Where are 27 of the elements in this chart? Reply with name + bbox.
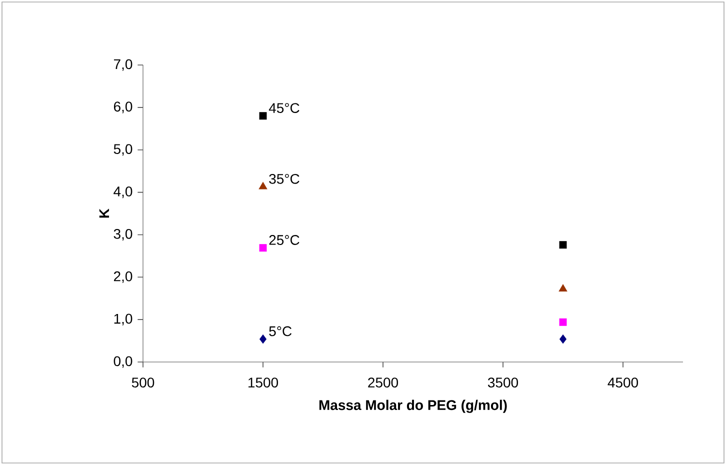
point <box>559 241 567 249</box>
y-tick-label: 4,0 <box>114 186 132 198</box>
y-tick-label: 2,0 <box>114 271 132 283</box>
x-axis-title: Massa Molar do PEG (g/mol) <box>319 400 507 413</box>
point <box>559 318 567 326</box>
series-label: 25°C <box>269 235 300 245</box>
point <box>560 334 566 344</box>
y-tick-label: 0,0 <box>114 356 132 368</box>
point <box>259 244 267 252</box>
point <box>258 182 268 190</box>
y-axis-title: K <box>99 208 110 218</box>
y-tick-label: 1,0 <box>114 314 132 326</box>
x-tick-label: 1500 <box>248 378 278 388</box>
series-label: 35°C <box>269 174 300 184</box>
y-tick-label: 6,0 <box>114 102 132 114</box>
point <box>259 112 267 120</box>
series-label: 5°C <box>269 326 292 336</box>
y-tick-label: 3,0 <box>114 228 132 241</box>
point <box>260 334 266 344</box>
x-tick-label: 4500 <box>608 378 638 388</box>
series-label: 45°C <box>268 103 300 113</box>
x-tick-label: 3500 <box>488 378 518 388</box>
y-tick-label: 5,0 <box>114 144 132 156</box>
point <box>558 284 568 292</box>
x-tick-label: 2500 <box>368 378 398 388</box>
y-tick-label: 7,0 <box>114 59 132 71</box>
x-tick-label: 500 <box>132 378 154 388</box>
